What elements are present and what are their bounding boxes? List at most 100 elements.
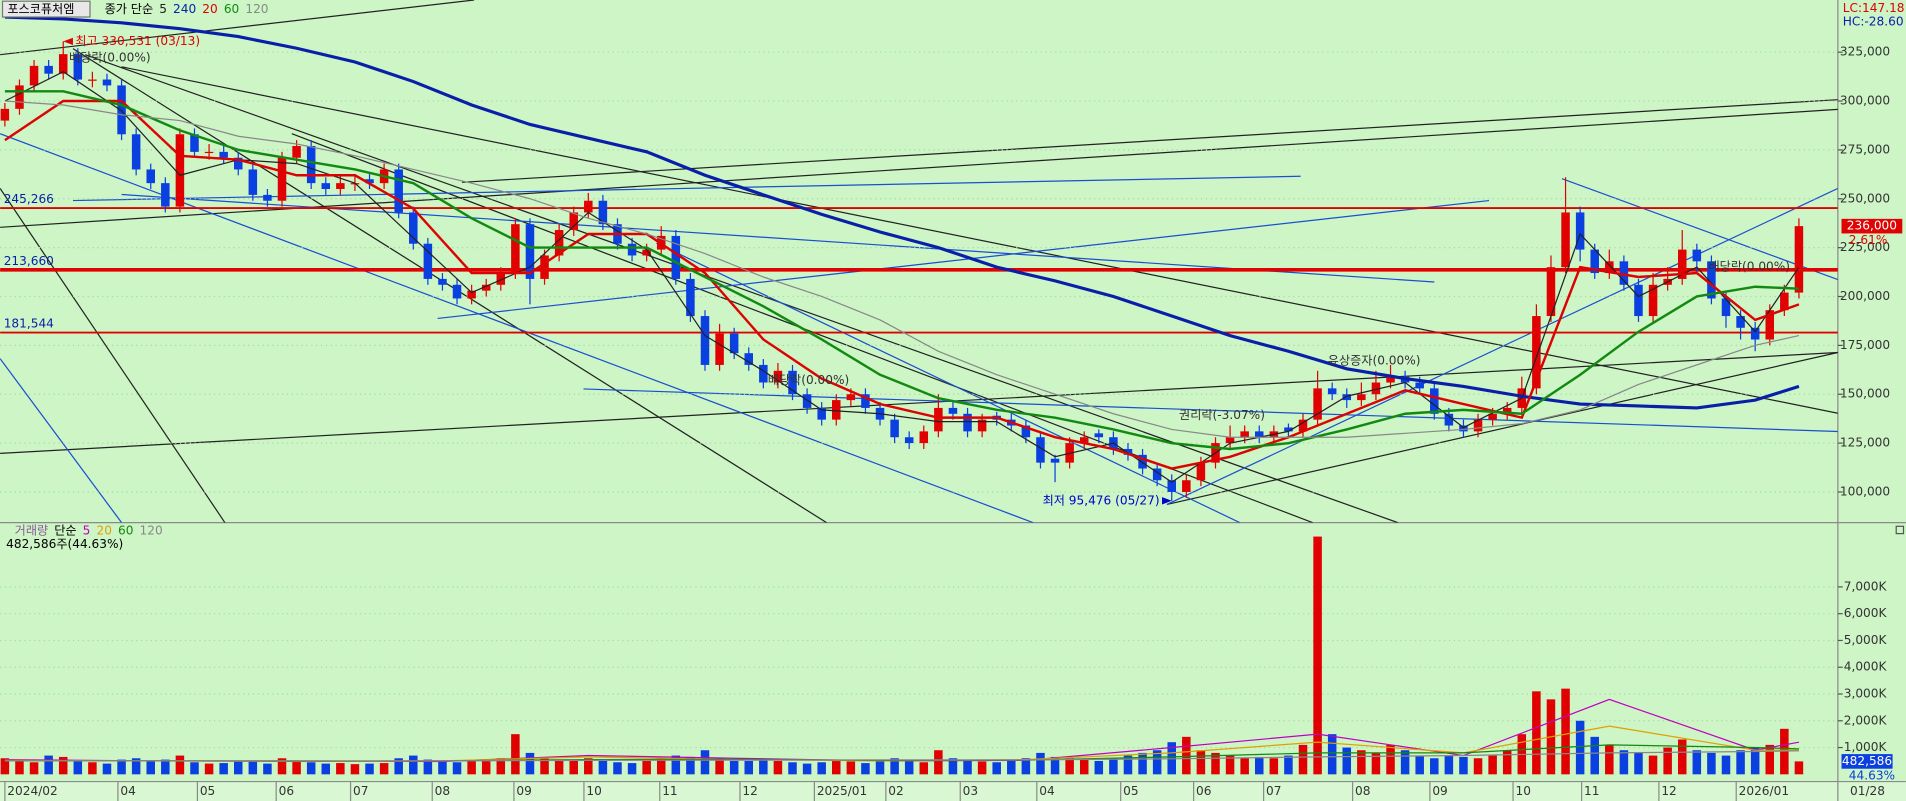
candle-body bbox=[1254, 431, 1264, 438]
volume-bar bbox=[846, 761, 856, 775]
candle-body bbox=[452, 284, 462, 299]
volume-bar bbox=[146, 760, 155, 775]
volume-bar bbox=[219, 763, 228, 775]
trend-line bbox=[121, 66, 1838, 414]
candle-body bbox=[1240, 431, 1249, 438]
x-tick-label: 03 bbox=[963, 784, 978, 798]
candle-body bbox=[642, 249, 651, 256]
volume-bar bbox=[423, 759, 433, 775]
x-tick-label: 08 bbox=[435, 784, 450, 798]
candle-body bbox=[1736, 316, 1745, 328]
x-tick-label: 12 bbox=[742, 784, 757, 798]
title-box[interactable] bbox=[1, 0, 91, 18]
candle-body bbox=[554, 230, 564, 256]
x-tick-label: 06 bbox=[279, 784, 294, 798]
candle-body bbox=[131, 134, 141, 170]
candle-body bbox=[88, 79, 97, 81]
x-tick-label: 11 bbox=[1584, 784, 1599, 798]
volume-bar bbox=[452, 762, 462, 775]
trend-line bbox=[437, 199, 1490, 320]
y-tick-label: 200,000 bbox=[1840, 289, 1890, 303]
candle-body bbox=[467, 290, 476, 299]
candle-body bbox=[161, 183, 170, 207]
legend-entry: 20 bbox=[96, 524, 111, 538]
volume-bar bbox=[350, 764, 360, 775]
x-axis-end-label: 01/28 bbox=[1850, 784, 1885, 798]
volume-bar bbox=[1021, 758, 1031, 775]
candle-body bbox=[102, 79, 112, 86]
candle-body bbox=[496, 273, 506, 285]
volume-bar bbox=[1138, 752, 1147, 775]
volume-bar bbox=[904, 760, 914, 775]
candle-body bbox=[1575, 212, 1585, 250]
candle-body bbox=[1050, 458, 1060, 463]
legend-entry: 5 bbox=[159, 2, 167, 16]
candle-body bbox=[1138, 454, 1147, 469]
candle-body bbox=[963, 413, 972, 432]
candle-body bbox=[423, 243, 433, 279]
volume-bar bbox=[1502, 750, 1512, 775]
trend-line bbox=[121, 193, 1435, 283]
candle-body bbox=[1094, 433, 1104, 438]
candle-body bbox=[1182, 480, 1191, 492]
trend-line bbox=[0, 358, 123, 523]
volume-bar bbox=[29, 762, 39, 775]
candle-body bbox=[1473, 419, 1483, 432]
volume-bar bbox=[1109, 758, 1118, 775]
volume-bar bbox=[890, 758, 899, 775]
volume-bar bbox=[963, 760, 972, 775]
legend-entry: 60 bbox=[224, 2, 239, 16]
candle-body bbox=[1298, 419, 1308, 432]
candle-body bbox=[204, 151, 214, 154]
volume-bar bbox=[117, 759, 126, 775]
volume-bar bbox=[1634, 752, 1643, 775]
x-tick-label: 04 bbox=[120, 784, 136, 798]
volume-bar bbox=[1692, 750, 1702, 775]
candle-body bbox=[409, 212, 418, 244]
volume-bar bbox=[306, 762, 316, 775]
volume-bar bbox=[642, 760, 651, 775]
x-tick-label: 02 bbox=[888, 784, 903, 798]
volume-bar bbox=[1386, 744, 1395, 775]
candle-body bbox=[598, 200, 608, 225]
candle-body bbox=[44, 65, 53, 74]
volume-bar bbox=[1007, 760, 1016, 775]
candle-body bbox=[1342, 394, 1352, 401]
hc-label: HC:-28.60 bbox=[1843, 14, 1904, 28]
candle-body bbox=[511, 224, 520, 274]
candle-body bbox=[0, 108, 10, 121]
candle-body bbox=[890, 419, 899, 438]
volume-bar bbox=[1765, 744, 1775, 775]
volume-bar bbox=[1284, 755, 1293, 775]
volume-bar bbox=[1750, 747, 1760, 775]
candle-body bbox=[263, 194, 272, 201]
volume-bar bbox=[627, 763, 637, 775]
volume-average bbox=[4, 750, 1799, 762]
candle-body bbox=[627, 243, 637, 256]
volume-bar bbox=[73, 760, 83, 775]
volume-bar bbox=[598, 760, 608, 775]
candle-body bbox=[671, 235, 681, 279]
pane-button[interactable] bbox=[1895, 525, 1905, 535]
candle-body bbox=[219, 151, 228, 158]
candle-body bbox=[773, 370, 783, 383]
candle-body bbox=[1459, 425, 1468, 432]
candle-body bbox=[1605, 261, 1614, 274]
lc-label: LC:147.18 bbox=[1843, 1, 1905, 15]
candle-body bbox=[15, 85, 24, 109]
candle-body bbox=[934, 407, 943, 432]
volume-bar bbox=[1240, 758, 1249, 775]
candle-body bbox=[277, 157, 287, 201]
volume-bar bbox=[365, 763, 374, 775]
x-tick-label: 04 bbox=[1039, 784, 1055, 798]
trend-line bbox=[656, 242, 1241, 523]
volume-title: 거래량 bbox=[15, 524, 49, 538]
candle-body bbox=[584, 200, 593, 213]
y-tick-label: 3,000K bbox=[1844, 687, 1888, 701]
candle-body bbox=[1357, 394, 1366, 401]
last-volume-tag bbox=[1841, 754, 1893, 769]
candle-body bbox=[540, 255, 549, 279]
x-tick-label: 2026/01 bbox=[1739, 784, 1789, 798]
volume-bar bbox=[1590, 736, 1599, 775]
